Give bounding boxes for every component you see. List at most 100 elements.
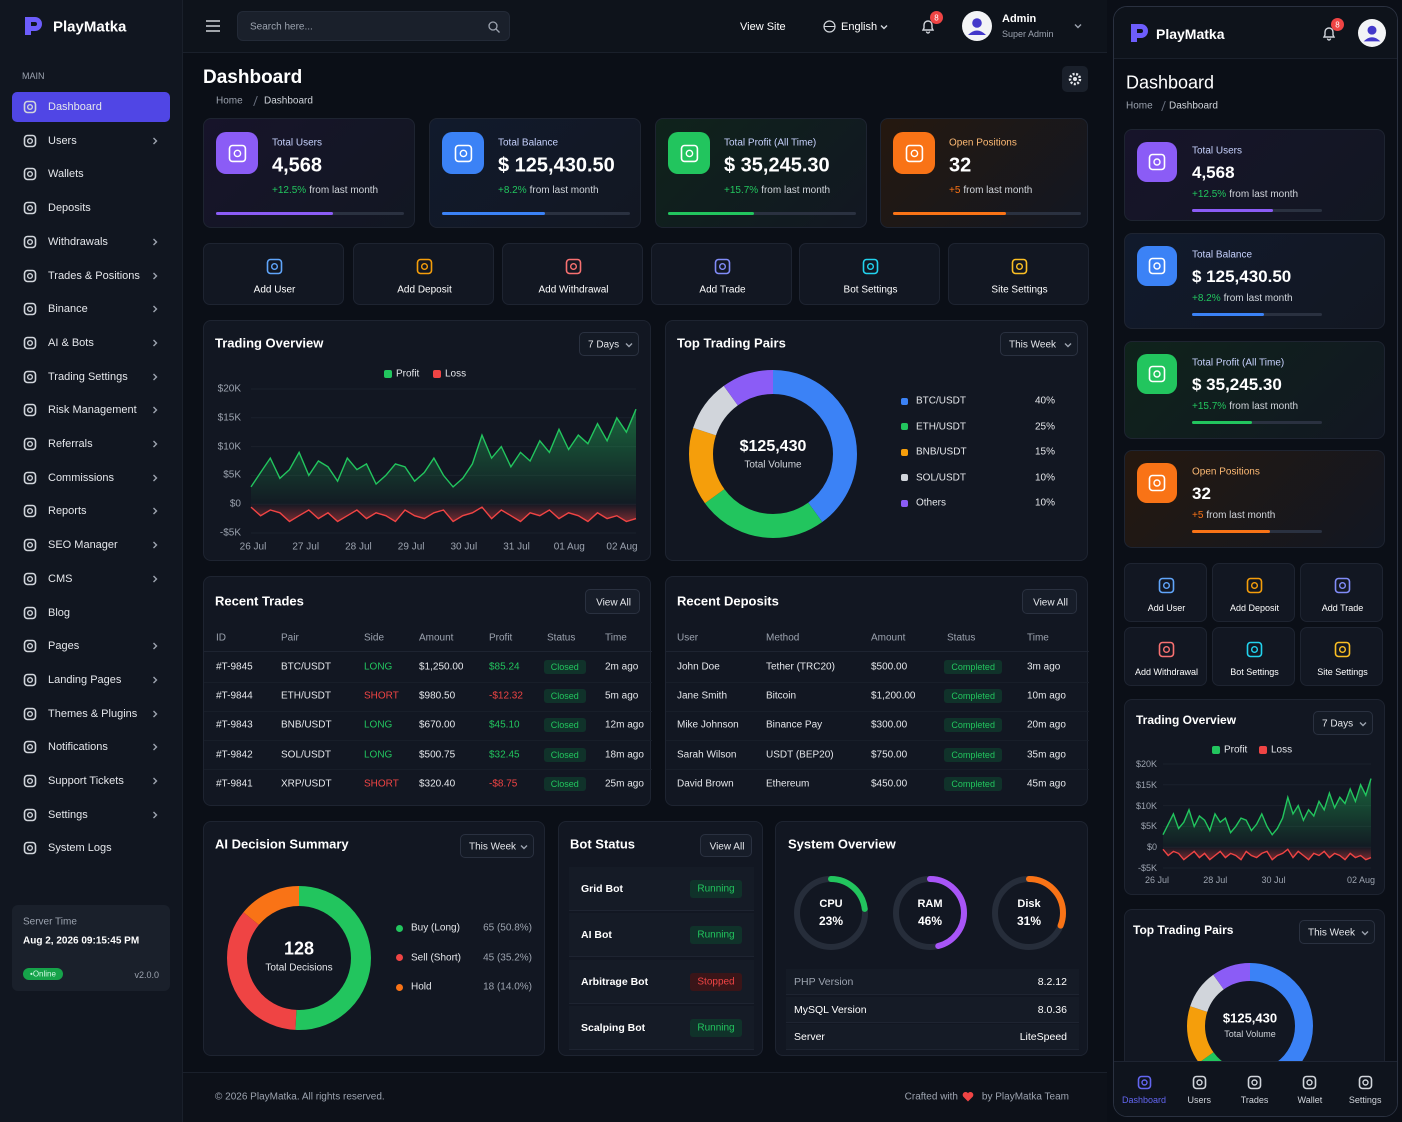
dropdown[interactable]: 7 Days xyxy=(579,332,639,356)
nav-label[interactable]: Wallet xyxy=(1297,1095,1323,1105)
nav-label[interactable]: Settings xyxy=(1348,1095,1382,1105)
breadcrumb-current: Dashboard xyxy=(264,95,313,107)
table-cell: $670.00 xyxy=(419,719,456,731)
table-cell: $300.00 xyxy=(871,719,908,731)
sidebar-item[interactable]: Referrals xyxy=(48,438,93,450)
footer-copyright: © 2026 PlayMatka. All rights reserved. xyxy=(215,1091,385,1103)
button[interactable]: View All xyxy=(700,834,752,857)
quick-action[interactable]: Site Settings xyxy=(1300,627,1383,686)
dropdown[interactable]: This Week xyxy=(1299,920,1375,944)
sidebar-item[interactable]: Withdrawals xyxy=(48,235,108,248)
sidebar-item[interactable]: Notifications xyxy=(48,741,108,754)
icon xyxy=(23,639,37,653)
sidebar-item[interactable]: Commissions xyxy=(48,471,115,484)
sidebar-item[interactable]: Blog xyxy=(48,606,71,619)
search-box[interactable]: Search here... xyxy=(237,11,510,41)
dropdown[interactable]: This Week xyxy=(460,834,534,858)
sidebar-item[interactable]: Landing Pages xyxy=(48,673,122,686)
sidebar-item[interactable]: Reports xyxy=(48,505,87,518)
sidebar-item[interactable]: Users xyxy=(48,134,77,147)
quick-action[interactable]: Add Deposit xyxy=(353,243,494,305)
icon-shape xyxy=(454,144,472,162)
nav-label[interactable]: Trades xyxy=(1240,1095,1269,1105)
chevron xyxy=(1361,931,1369,936)
legend-label: SOL/USDT xyxy=(916,472,967,483)
icon xyxy=(23,201,37,215)
sidebar-item[interactable]: Support Tickets xyxy=(48,775,124,787)
active-item[interactable] xyxy=(12,92,170,122)
sidebar-item[interactable]: Wallets xyxy=(48,168,84,181)
icon-shape xyxy=(23,336,37,350)
quick-action[interactable]: Add Withdrawal xyxy=(1124,627,1207,686)
gauge-arc xyxy=(992,876,1066,950)
legend-swatch xyxy=(901,397,908,405)
view-site[interactable]: View Site xyxy=(740,21,786,33)
icon xyxy=(1148,153,1166,171)
button[interactable]: View All xyxy=(1022,589,1077,614)
stat-label: Total Users xyxy=(272,137,323,149)
stat-value: $ 35,245.30 xyxy=(1192,375,1282,394)
chevron-shape xyxy=(153,272,158,279)
sidebar-item[interactable]: Themes & Plugins xyxy=(48,707,138,720)
sidebar-item[interactable]: Risk Management xyxy=(48,404,137,417)
chevron xyxy=(153,507,158,515)
sidebar-item[interactable]: Pages xyxy=(48,640,80,653)
sidebar-item[interactable]: Trades & Positions xyxy=(48,269,140,282)
chevron-shape xyxy=(1359,722,1367,727)
icon xyxy=(23,505,37,518)
quick-action[interactable]: Add Withdrawal xyxy=(502,243,643,305)
breadcrumb-home[interactable]: Home xyxy=(216,95,243,107)
sidebar-item[interactable]: Deposits xyxy=(48,202,91,215)
language[interactable]: English xyxy=(841,21,878,33)
icon-dot xyxy=(1162,582,1171,590)
footer-by: by PlayMatka Team xyxy=(981,1091,1069,1103)
line-chart xyxy=(1162,763,1372,869)
bots-card: Bot Status View All Grid Bot Running AI Bot R… xyxy=(558,821,763,1056)
icon xyxy=(266,259,283,275)
breadcrumb-home[interactable]: Home xyxy=(1126,100,1153,112)
nav-label[interactable]: Dashboard xyxy=(1121,1095,1167,1105)
icon-shape xyxy=(23,235,37,249)
icon xyxy=(23,437,37,451)
quick-action-label: Bot Settings xyxy=(843,284,898,296)
chevron xyxy=(153,777,158,785)
sidebar-item[interactable]: CMS xyxy=(48,572,73,585)
icon-shape xyxy=(23,808,37,821)
icon-shape xyxy=(1247,1075,1262,1089)
x-tick-label: 28 Jul xyxy=(1203,875,1228,885)
quick-action[interactable]: Site Settings xyxy=(948,243,1089,305)
icon-shape xyxy=(905,144,923,162)
quick-action[interactable]: Add Trade xyxy=(651,243,792,305)
sidebar-item[interactable]: Binance xyxy=(48,303,88,316)
icon-dot xyxy=(1250,646,1259,654)
icon-dot xyxy=(26,373,34,380)
nav-label[interactable]: Users xyxy=(1187,1095,1212,1105)
quick-action[interactable]: Add User xyxy=(203,243,344,305)
quick-action-label: Add User xyxy=(253,284,296,296)
sidebar-item[interactable]: AI & Bots xyxy=(48,336,94,349)
icon-shape xyxy=(23,538,37,552)
quick-action[interactable]: Add User xyxy=(1124,563,1207,622)
sidebar-item[interactable]: System Logs xyxy=(48,842,112,855)
logo-shape xyxy=(25,17,42,35)
sidebar-item[interactable]: SEO Manager xyxy=(48,539,118,552)
dropdown[interactable]: 7 Days xyxy=(1313,711,1373,735)
quick-action[interactable]: Bot Settings xyxy=(799,243,940,305)
stat-label: Total Users xyxy=(1192,145,1243,157)
settings-button[interactable] xyxy=(1062,66,1088,92)
pairs-donut xyxy=(689,370,857,538)
quick-action[interactable]: Bot Settings xyxy=(1212,627,1295,686)
stat-icon xyxy=(893,132,935,174)
dropdown[interactable]: This Week xyxy=(1000,332,1078,356)
sidebar-item[interactable]: Dashboard xyxy=(48,101,102,113)
stat-change-row: +15.7% from last month xyxy=(724,183,868,197)
sidebar-item[interactable]: Trading Settings xyxy=(48,370,128,383)
quick-action[interactable]: Add Deposit xyxy=(1212,563,1295,622)
chevron-shape xyxy=(153,743,158,751)
icon xyxy=(680,144,698,162)
quick-action[interactable]: Add Trade xyxy=(1300,563,1383,622)
icon-dot xyxy=(26,811,34,818)
sidebar-item[interactable]: Settings xyxy=(48,808,88,821)
button[interactable]: View All xyxy=(585,589,640,614)
ai-donut xyxy=(227,886,371,1030)
